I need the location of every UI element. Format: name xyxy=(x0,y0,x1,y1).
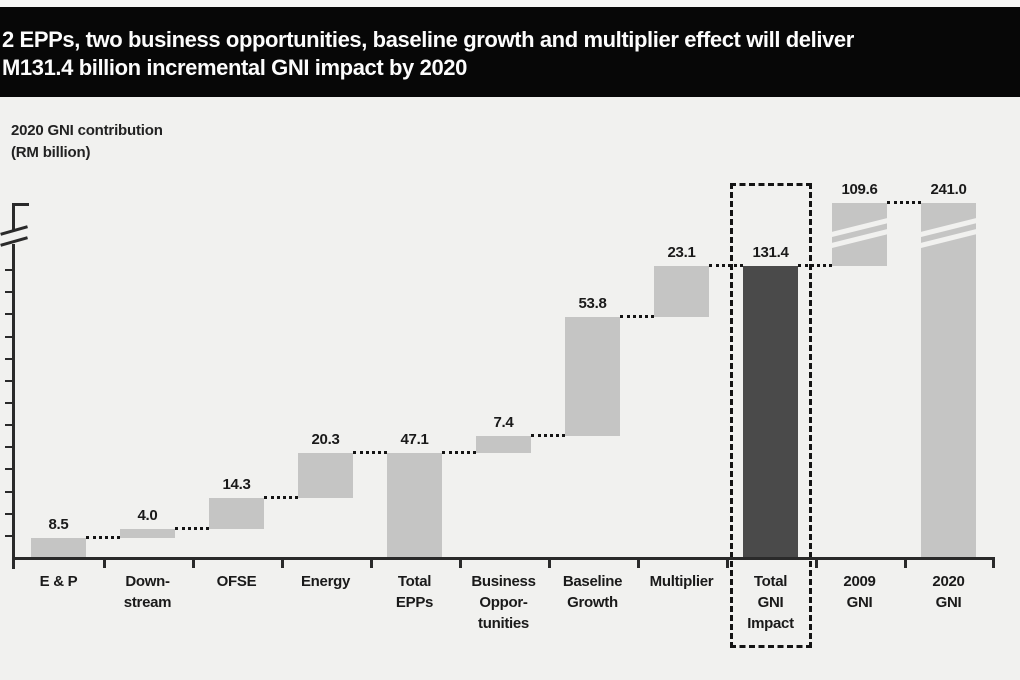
bar-business-oppor-tunities xyxy=(476,436,531,453)
bar-energy xyxy=(298,452,353,498)
y-tick xyxy=(5,380,13,382)
bar-e-p xyxy=(31,538,86,557)
category-label: Down- stream xyxy=(123,573,172,611)
y-tick xyxy=(5,513,13,515)
x-tick xyxy=(281,560,284,568)
dotted-connector xyxy=(798,264,832,267)
category-label: Multiplier xyxy=(649,573,714,590)
x-tick xyxy=(370,560,373,568)
dotted-connector xyxy=(531,434,565,438)
category-label: Business Oppor- tunities xyxy=(471,573,536,632)
bar-value-label: 47.1 xyxy=(400,430,429,448)
y-axis-top-tick xyxy=(12,203,29,206)
dotted-connector xyxy=(175,527,209,531)
y-tick xyxy=(5,446,13,448)
y-tick xyxy=(5,291,13,293)
bar-value-label: 8.5 xyxy=(48,516,69,534)
category-label: 2020 GNI xyxy=(932,573,965,611)
bar-2009-gni xyxy=(827,203,892,266)
bar-2020-gni xyxy=(916,203,981,557)
top-strip xyxy=(0,0,1020,7)
bar-value-label: 14.3 xyxy=(222,475,251,493)
bar-value-label: 109.6 xyxy=(841,181,878,198)
bar-value-label: 20.3 xyxy=(311,430,340,448)
y-axis-break-mask xyxy=(9,230,18,244)
category-label: E & P xyxy=(39,573,78,590)
bar-value-label: 4.0 xyxy=(137,507,158,525)
category-label: 2009 GNI xyxy=(843,573,876,611)
bar-value-label: 23.1 xyxy=(667,244,696,261)
bar-value-label: 53.8 xyxy=(578,295,607,313)
bar-down-stream xyxy=(120,529,175,539)
bar-total-epps xyxy=(387,452,442,557)
bar-value-label: 7.4 xyxy=(493,414,514,432)
banner-title-line-1: 2 EPPs, two business opportunities, base… xyxy=(2,27,854,52)
bar-ofse xyxy=(209,497,264,530)
category-label: Baseline Growth xyxy=(562,573,623,611)
banner-title-line-2: M131.4 billion incremental GNI impact by… xyxy=(2,55,467,80)
y-tick xyxy=(5,468,13,470)
highlight-box xyxy=(729,183,812,648)
y-tick xyxy=(5,402,13,404)
y-tick xyxy=(5,313,13,315)
x-tick xyxy=(726,560,729,568)
x-tick xyxy=(103,560,106,568)
x-tick xyxy=(459,560,462,568)
category-label: Total EPPs xyxy=(395,573,434,611)
dotted-connector xyxy=(620,315,654,319)
bar-multiplier xyxy=(654,266,709,318)
x-axis xyxy=(12,557,995,560)
dotted-connector xyxy=(709,264,743,267)
y-tick xyxy=(5,336,13,338)
y-tick xyxy=(5,491,13,493)
dotted-connector xyxy=(86,536,120,540)
y-axis-label-line-2: (RM billion) xyxy=(11,144,91,161)
dotted-connector xyxy=(442,450,476,454)
y-axis-label-line-1: 2020 GNI contribution xyxy=(11,122,163,139)
x-tick xyxy=(637,560,640,568)
y-axis-label: 2020 GNI contribution (RM billion) xyxy=(11,120,163,164)
category-label: Energy xyxy=(300,573,351,590)
bar-value-label: 241.0 xyxy=(930,181,967,198)
y-tick xyxy=(5,535,13,537)
category-label: Total GNI Impact xyxy=(747,573,794,632)
category-label: OFSE xyxy=(216,573,257,590)
bar-baseline-growth xyxy=(565,317,620,437)
y-axis xyxy=(12,203,15,569)
y-tick xyxy=(5,269,13,271)
title-banner: 2 EPPs, two business opportunities, base… xyxy=(0,7,1020,97)
dotted-connector xyxy=(887,201,921,204)
y-tick xyxy=(5,358,13,360)
bar-value-label: 131.4 xyxy=(752,244,789,261)
dotted-connector xyxy=(264,495,298,499)
y-tick xyxy=(5,424,13,426)
x-tick xyxy=(815,560,818,568)
x-tick xyxy=(548,560,551,568)
x-tick xyxy=(904,560,907,568)
bar-total-gni-impact xyxy=(743,266,798,557)
x-tick xyxy=(992,560,995,568)
x-tick xyxy=(192,560,195,568)
dotted-connector xyxy=(353,450,387,454)
